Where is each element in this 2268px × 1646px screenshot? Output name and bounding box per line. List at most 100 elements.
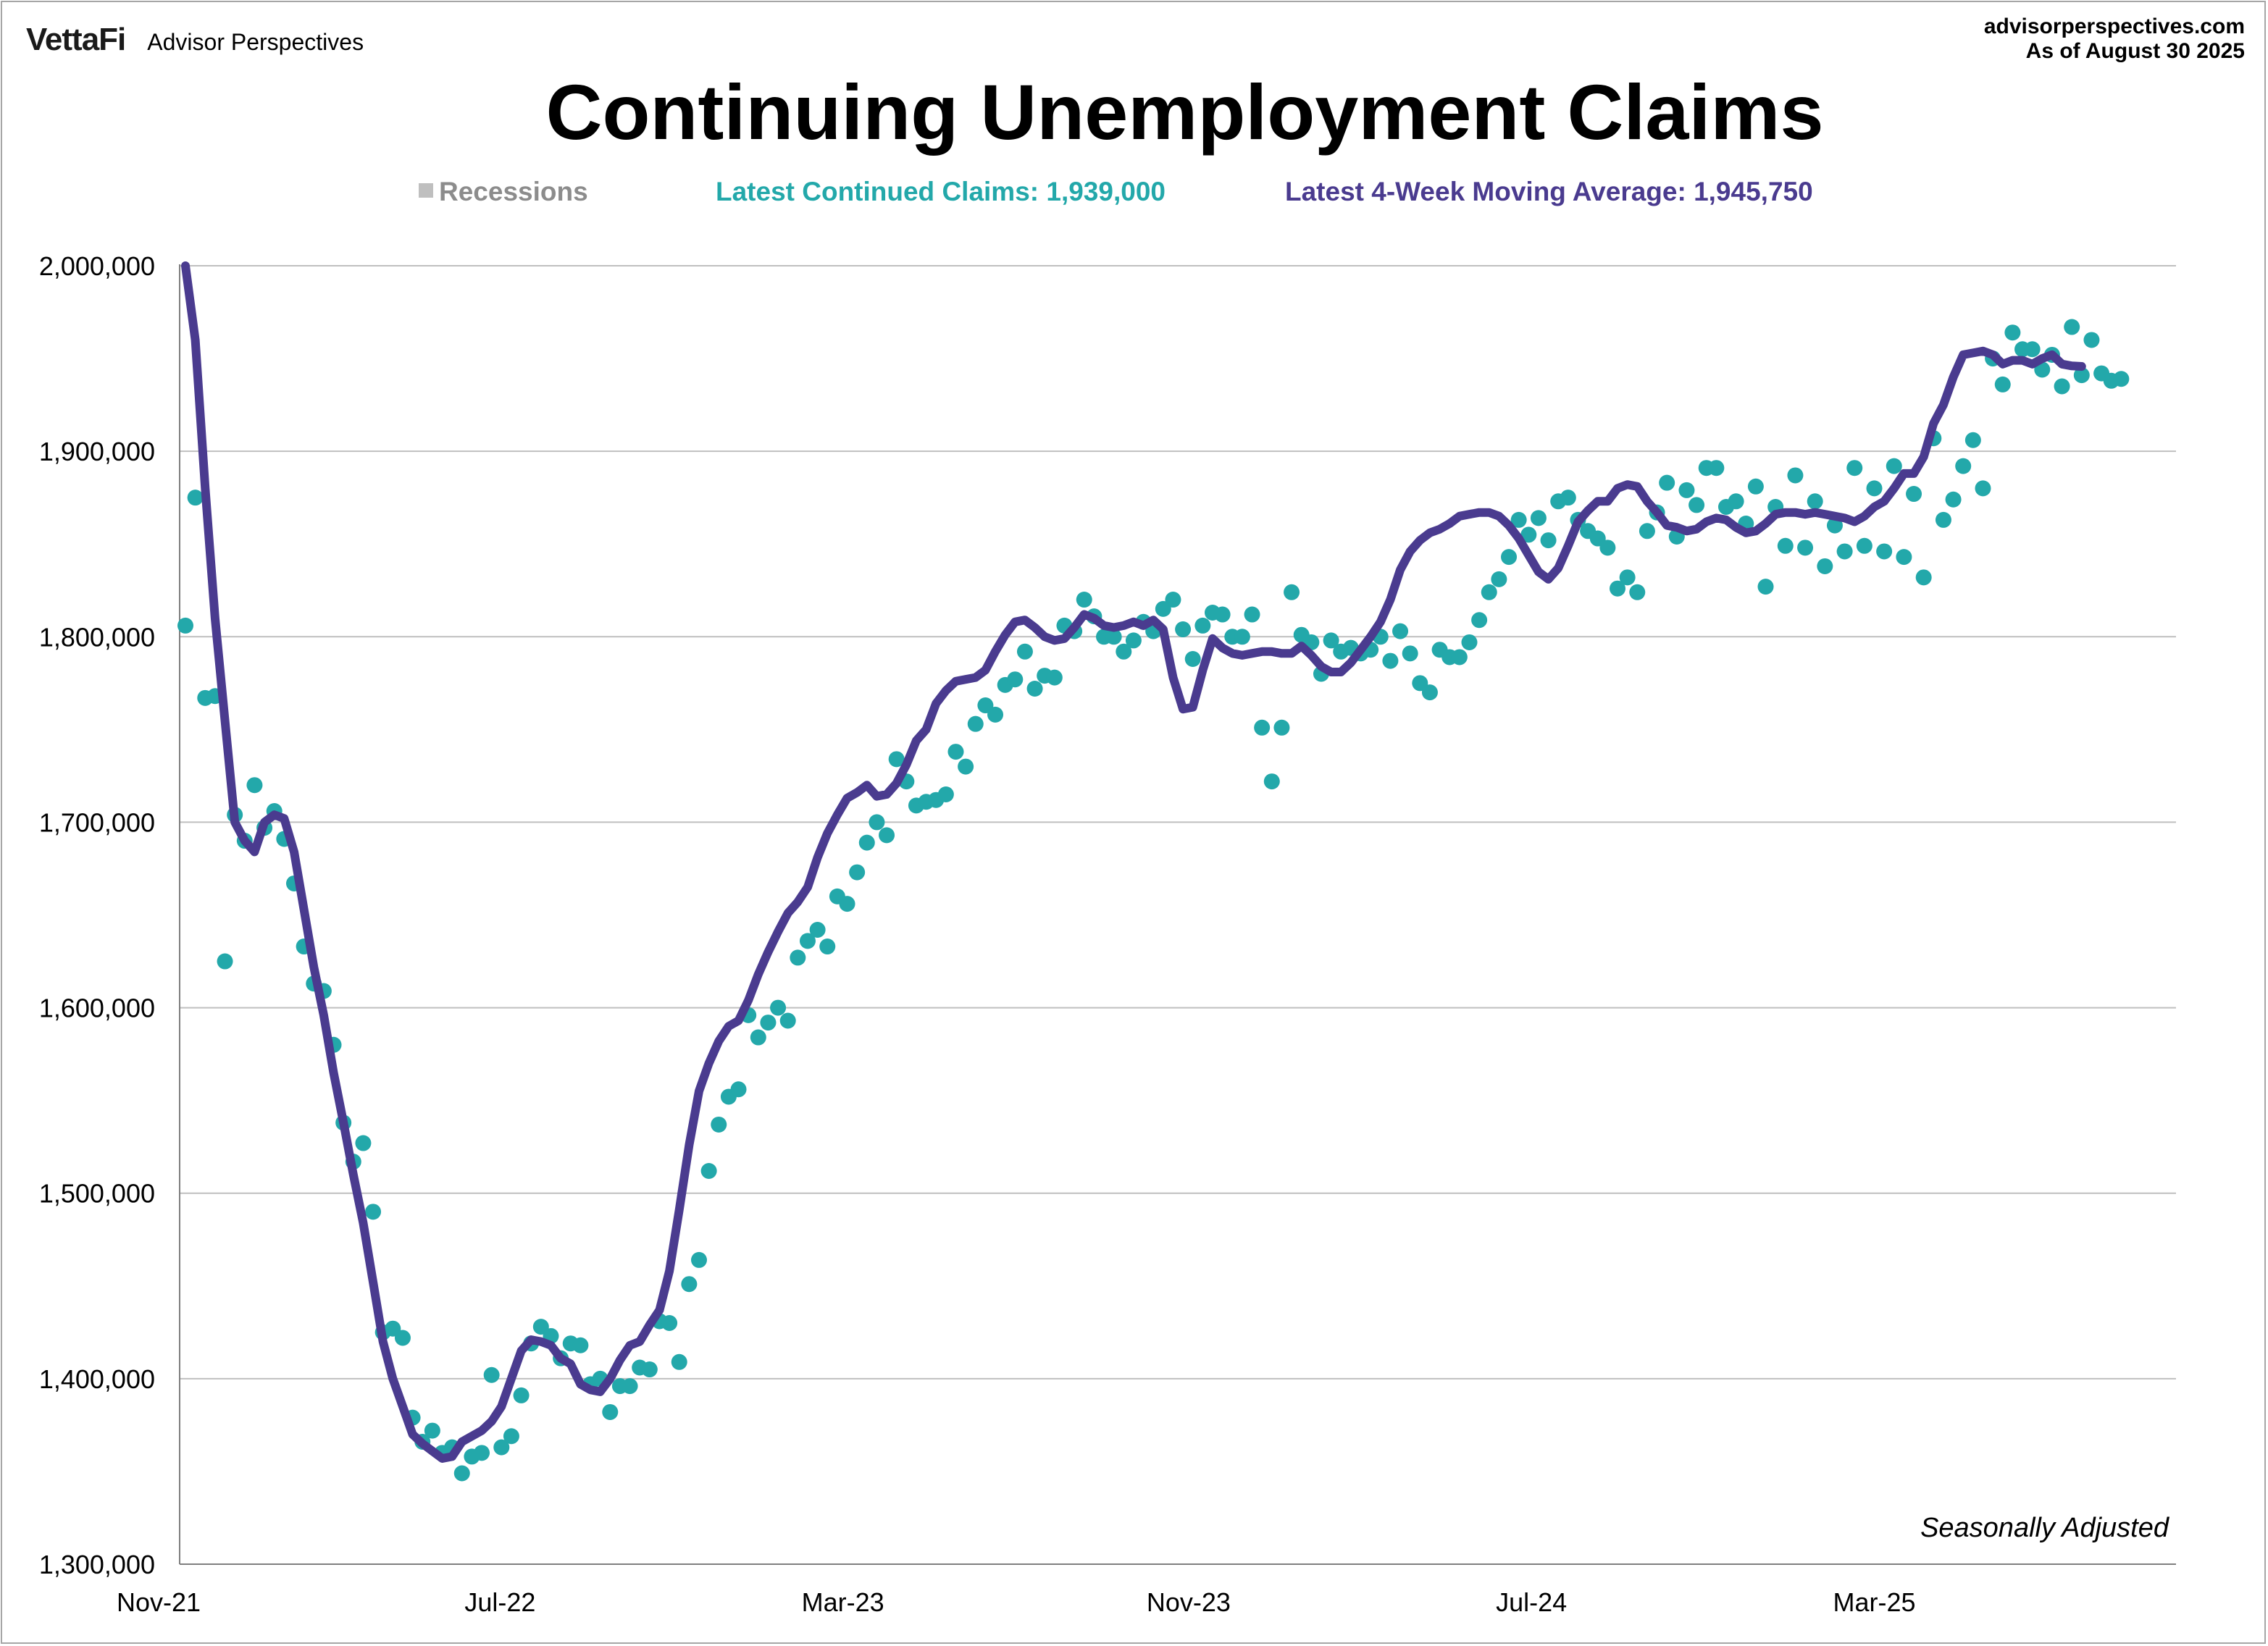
- claims-point: [937, 786, 954, 803]
- claims-point: [1935, 511, 1951, 528]
- claims-point: [947, 744, 964, 760]
- recession-swatch-icon: [419, 183, 433, 198]
- x-tick-label: Nov-21: [117, 1587, 201, 1617]
- claims-point: [700, 1162, 717, 1179]
- claims-point: [1896, 549, 1912, 566]
- claims-point: [1817, 558, 1833, 574]
- claims-point: [1016, 643, 1033, 660]
- claims-point: [819, 939, 836, 955]
- claims-point: [849, 864, 866, 881]
- claims-point: [1471, 612, 1488, 629]
- claims-point: [2064, 319, 2080, 335]
- claims-point: [958, 758, 974, 775]
- claims-point: [1007, 671, 1024, 688]
- claims-point: [1125, 632, 1142, 649]
- claims-point: [770, 999, 787, 1016]
- claims-point: [1599, 539, 1616, 556]
- claims-point: [1323, 632, 1339, 649]
- claims-point: [1866, 480, 1883, 497]
- claims-point: [1421, 684, 1438, 701]
- y-tick-label: 1,300,000: [39, 1550, 155, 1579]
- claims-point: [1629, 584, 1646, 600]
- claims-point: [1708, 460, 1725, 476]
- claims-point: [967, 715, 984, 732]
- claims-point: [1254, 719, 1271, 736]
- gridlines: [180, 265, 2176, 1380]
- claims-point: [790, 949, 806, 966]
- claims-point: [779, 1012, 796, 1029]
- claims-points: [177, 319, 2130, 1482]
- claims-point: [730, 1081, 747, 1098]
- claims-point: [355, 1135, 372, 1151]
- claims-point: [1856, 537, 1872, 554]
- claims-point: [2024, 341, 2041, 358]
- y-axis: 2,000,000 1,900,000 1,800,000 1,700,000 1,60…: [39, 251, 180, 1579]
- claims-point: [760, 1015, 777, 1031]
- claims-point: [2083, 332, 2100, 348]
- claims-point: [1501, 549, 1518, 566]
- claims-point: [1619, 569, 1636, 586]
- claims-point: [1797, 539, 1814, 556]
- claims-point: [1520, 526, 1537, 543]
- claims-point: [572, 1337, 589, 1353]
- claims-point: [1994, 376, 2011, 392]
- claims-point: [1955, 458, 1972, 474]
- claims-point: [1639, 523, 1655, 539]
- claims-point: [809, 921, 826, 938]
- claims-point: [1689, 497, 1705, 513]
- claims-point: [2054, 378, 2070, 395]
- claims-point: [1481, 584, 1497, 600]
- claims-point: [1560, 490, 1576, 506]
- claims-point: [1678, 482, 1695, 498]
- seasonally-adjusted-note: Seasonally Adjusted: [1920, 1513, 2170, 1543]
- claims-point: [1382, 652, 1399, 669]
- y-tick-label: 1,600,000: [39, 994, 155, 1023]
- claims-point: [513, 1387, 530, 1403]
- x-tick-label: Jul-22: [464, 1587, 535, 1617]
- claims-point: [1461, 634, 1478, 650]
- claims-point: [661, 1315, 678, 1332]
- site-url: advisorperspectives.com: [1983, 14, 2245, 38]
- claims-point: [1392, 623, 1409, 639]
- claims-point: [365, 1204, 382, 1220]
- claims-point: [839, 896, 855, 912]
- claims-point: [1263, 773, 1280, 790]
- moving-average-line: [181, 261, 2086, 1463]
- claims-point: [1046, 669, 1063, 686]
- as-of-date: As of August 30 2025: [2025, 39, 2245, 63]
- x-tick-label: Mar-23: [802, 1587, 884, 1617]
- claims-point: [1826, 517, 1843, 534]
- claims-point: [453, 1465, 470, 1482]
- claims-point: [681, 1276, 698, 1293]
- claims-point: [177, 617, 193, 634]
- claims-point: [888, 751, 905, 768]
- legend-recessions: Recessions: [419, 177, 588, 207]
- claims-point: [1975, 480, 1991, 497]
- claims-point: [1491, 571, 1507, 587]
- claims-point: [799, 933, 816, 949]
- x-tick-label: Jul-24: [1496, 1587, 1567, 1617]
- claims-point: [869, 814, 885, 831]
- claims-point: [394, 1330, 411, 1346]
- claims-point: [246, 777, 263, 794]
- claims-point: [858, 834, 875, 851]
- y-tick-label: 1,500,000: [39, 1179, 155, 1209]
- claims-point: [493, 1439, 510, 1456]
- claims-point: [1915, 569, 1932, 586]
- claims-point: [1165, 592, 1181, 608]
- claims-point: [1510, 511, 1527, 528]
- legend-latest-claims: Latest Continued Claims: 1,939,000: [716, 177, 1166, 206]
- claims-point: [503, 1428, 519, 1445]
- moving-average-path: [181, 261, 2086, 1463]
- claims-point: [1964, 432, 1981, 448]
- brand: VettaFi Advisor Perspectives: [26, 22, 364, 58]
- claims-point: [1244, 606, 1260, 623]
- claims-point: [1945, 491, 1962, 508]
- claims-point: [1886, 458, 1902, 474]
- brand-name: Advisor Perspectives: [147, 29, 364, 55]
- claims-point: [1659, 474, 1675, 491]
- y-tick-label: 1,400,000: [39, 1364, 155, 1394]
- x-axis: Nov-21 Jul-22 Mar-23 Nov-23 Jul-24 Mar-25: [117, 1563, 2176, 1617]
